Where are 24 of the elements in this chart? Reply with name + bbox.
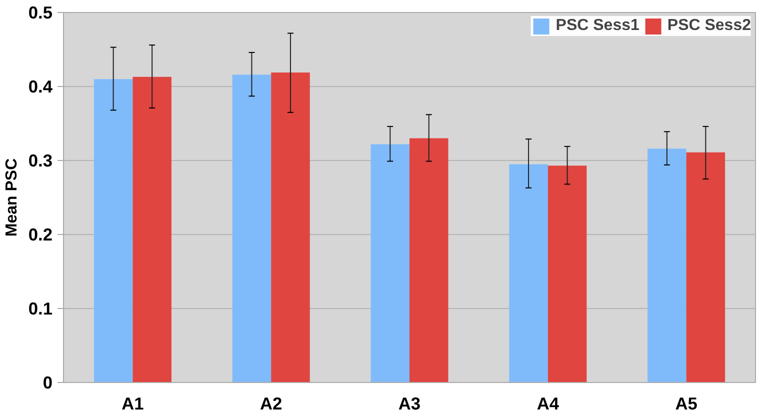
bar [94, 79, 133, 382]
y-tick-label: 0.5 [28, 2, 53, 22]
legend-label: PSC Sess1 [556, 17, 640, 35]
y-tick-label: 0.4 [28, 76, 53, 96]
bar [410, 138, 448, 382]
x-tick-label: A2 [260, 394, 282, 414]
bar [648, 148, 686, 382]
x-tick-label: A4 [536, 394, 560, 414]
y-tick-label: 0.1 [28, 298, 53, 318]
y-tick-label: 0.2 [28, 224, 53, 244]
y-tick-label: 0 [42, 372, 53, 392]
bar [370, 144, 410, 382]
bar [232, 74, 272, 382]
bar [548, 166, 587, 382]
bar [509, 164, 548, 382]
x-tick-label: A5 [675, 394, 698, 414]
bar [686, 152, 726, 382]
y-tick-label: 0.3 [28, 150, 53, 170]
x-tick-label: A3 [398, 394, 421, 414]
y-axis-title: Mean PSC [3, 158, 20, 237]
x-tick-label: A1 [122, 394, 144, 414]
legend-label: PSC Sess2 [667, 17, 751, 35]
bar [132, 76, 172, 382]
bar [271, 72, 310, 382]
